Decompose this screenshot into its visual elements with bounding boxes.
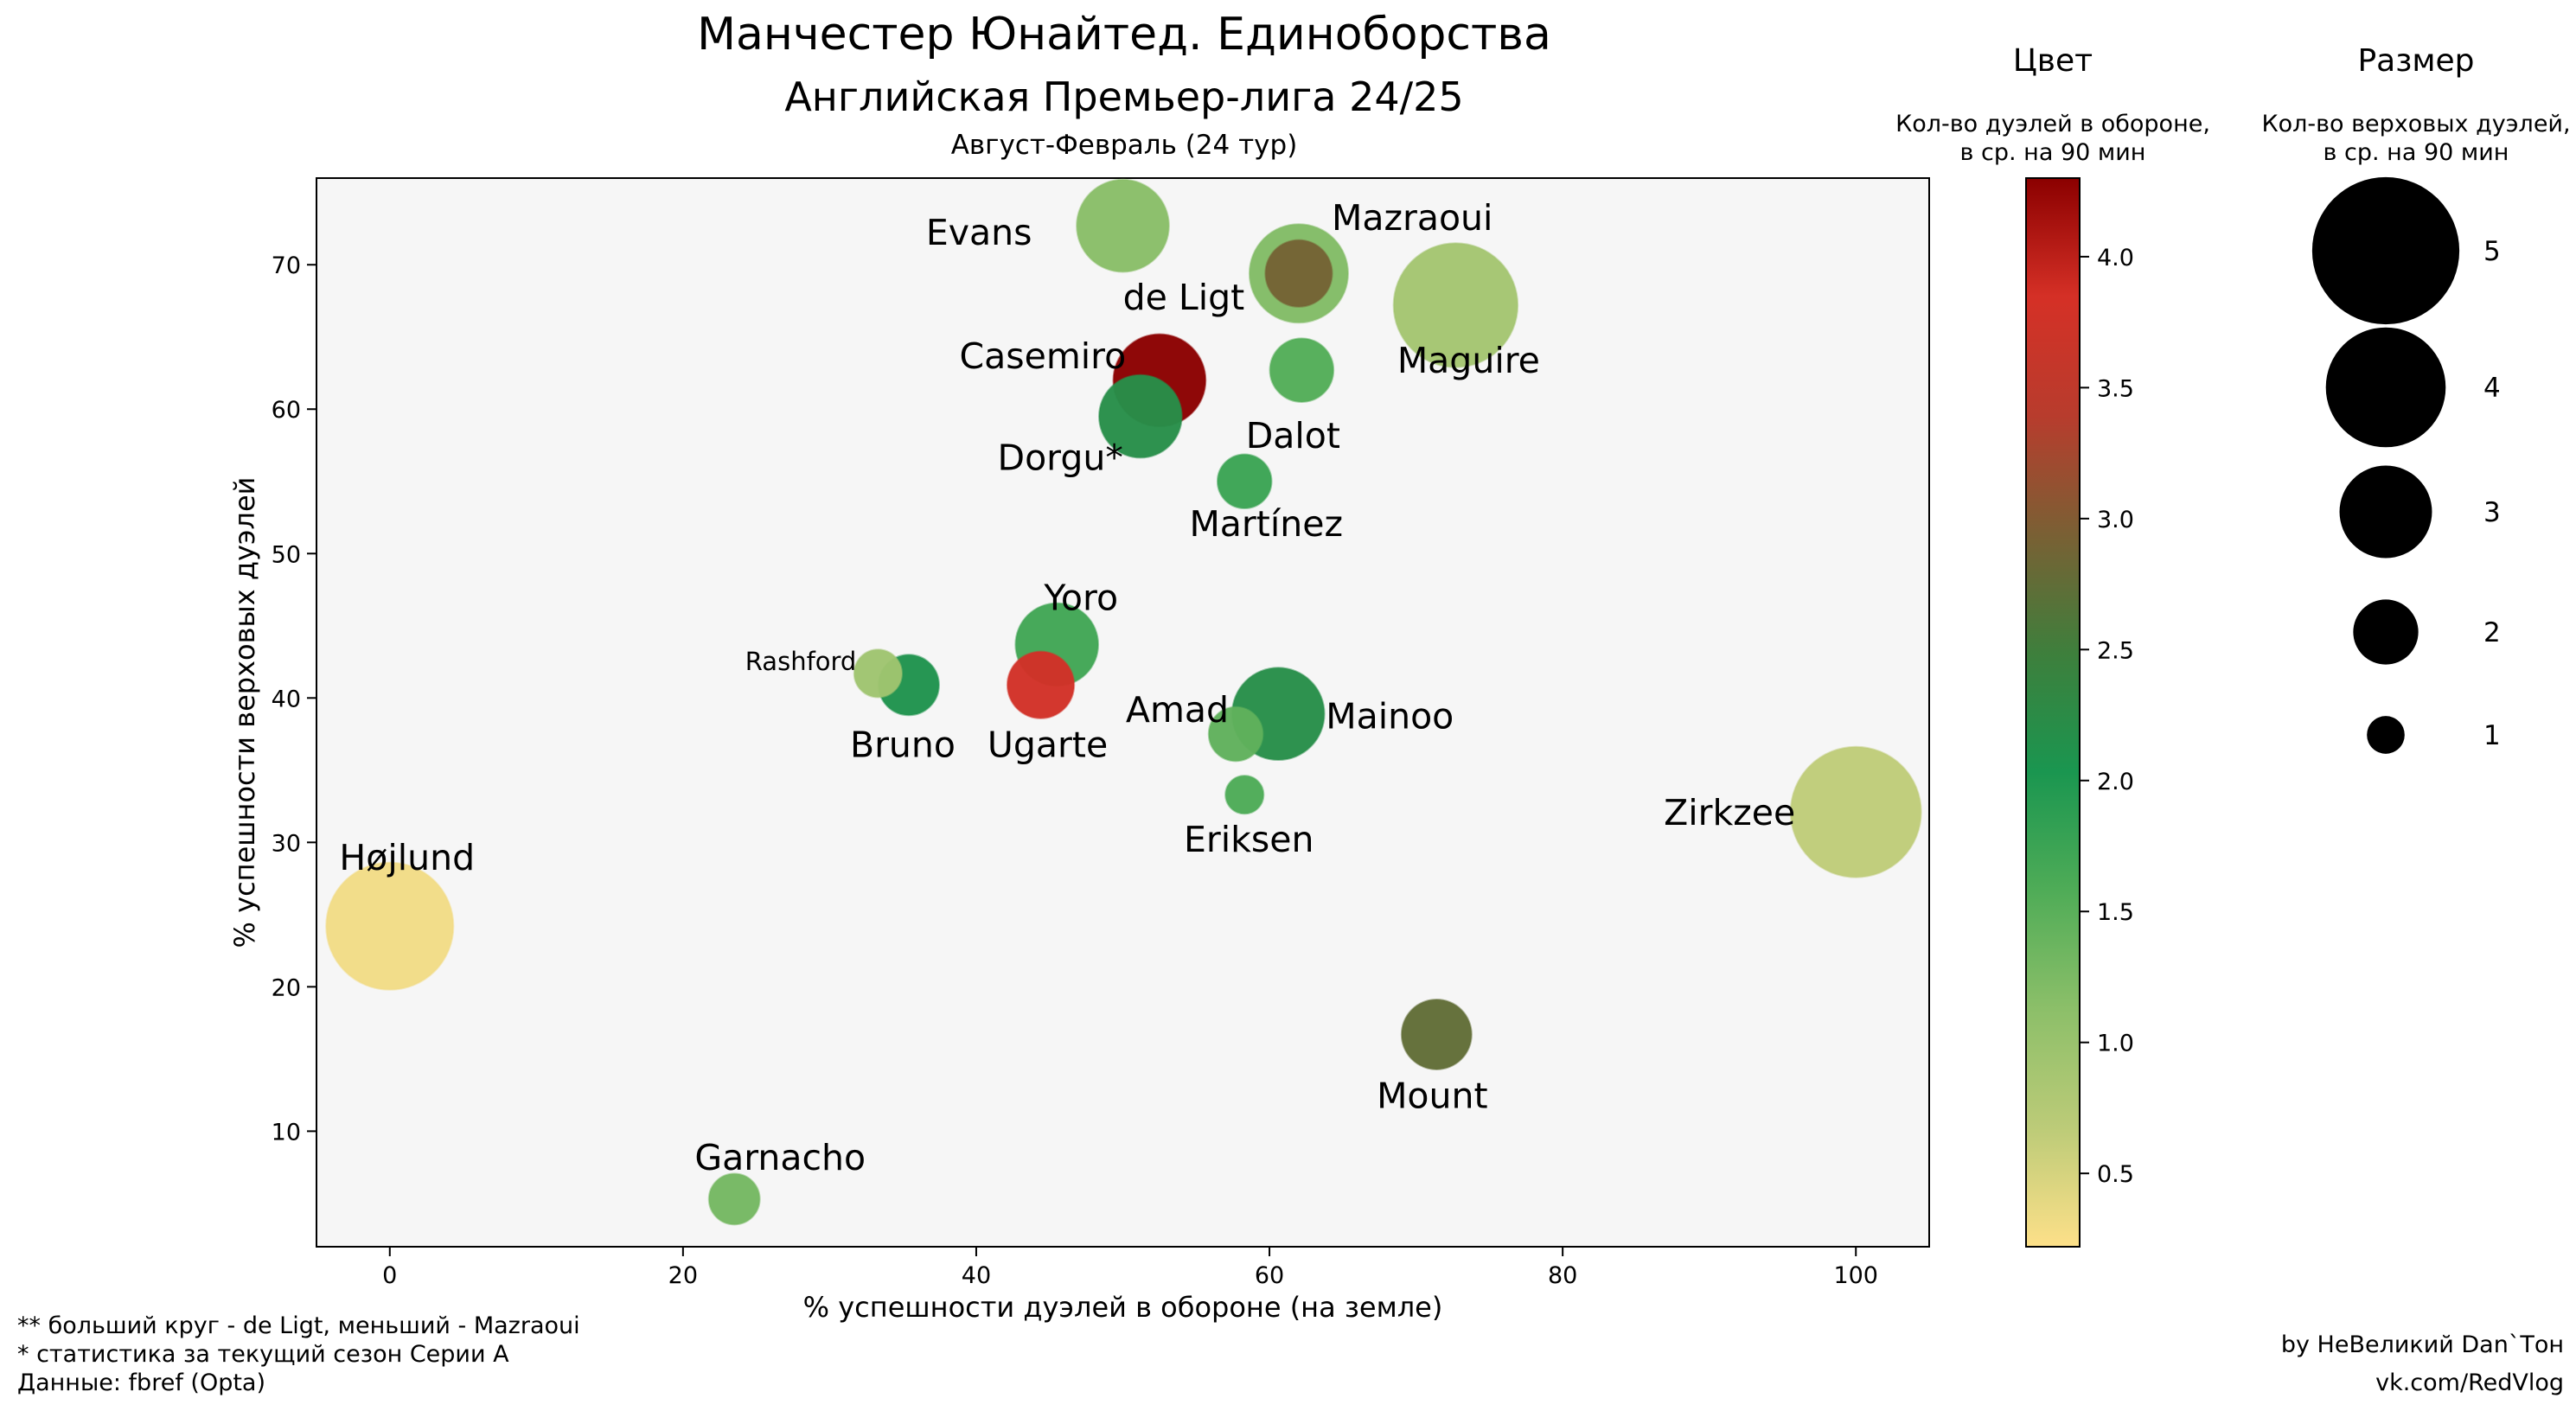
point-label: de Ligt [1123,277,1245,318]
y-axis-label: % успешности верховых дуэлей [228,476,261,948]
colorbar-tick-label: 1.5 [2097,899,2134,926]
point-label: Mazraoui [1332,197,1493,239]
size-legend-label: 4 [2483,373,2501,404]
x-tick-label: 80 [1548,1262,1577,1289]
y-tick-label: 60 [272,397,301,424]
size-legend-label: 5 [2483,236,2501,267]
x-tick-label: 100 [1833,1262,1878,1289]
x-tick-label: 0 [382,1262,397,1289]
point-label: Dalot [1246,415,1340,456]
data-point [1392,242,1519,368]
point-label: Casemiro [960,335,1127,377]
size-legend-circle [2325,327,2446,448]
data-point [853,648,903,699]
chart-title: Манчестер Юнайтед. Единоборства [697,9,1551,61]
y-tick-label: 20 [272,974,301,1001]
colorbar-label-line1: Кол-во дуэлей в обороне, [1895,111,2210,137]
data-point [707,1172,761,1226]
colorbar-tick-label: 1.0 [2097,1031,2134,1057]
y-tick-label: 70 [272,252,301,279]
data-point [1789,745,1922,878]
x-tick-label: 60 [1255,1262,1284,1289]
chart-subtitle: Английская Премьер-лига 24/25 [784,73,1464,120]
size-legend-label: 3 [2483,497,2501,528]
size-legend-circle [2339,465,2432,559]
footer-author: by НеВеликий Dan`Тон [2280,1331,2564,1358]
y-tick-label: 50 [272,541,301,568]
size-legend-circle [2367,716,2405,754]
size-legend-label: 1 [2483,720,2501,751]
point-label: Amad [1126,689,1229,731]
data-points [325,178,1922,1226]
x-axis-ticks: 0 20 40 60 80 100 [382,1247,1878,1289]
y-tick-label: 10 [272,1119,301,1146]
y-axis-ticks: 10 20 30 40 50 60 70 [272,252,316,1146]
x-tick-label: 40 [962,1262,991,1289]
data-point [1224,775,1265,815]
point-label: Martínez [1189,503,1343,545]
data-point [1269,337,1335,403]
point-label: Yoro [1043,577,1118,618]
size-legend-circle [2311,176,2460,325]
size-legend-label-line2: в ср. на 90 мин [2323,139,2509,166]
x-tick-label: 20 [668,1262,698,1289]
data-point [1264,239,1333,308]
colorbar-tick-label: 3.0 [2097,507,2134,533]
data-point [1207,706,1264,763]
y-tick-label: 40 [272,686,301,712]
point-label: Eriksen [1184,819,1314,860]
data-point [325,861,455,991]
point-label: Mainoo [1326,696,1454,737]
data-point [1076,178,1170,273]
point-label: Rashford [745,647,857,676]
data-point [1098,374,1183,459]
footer-link: vk.com/RedVlog [2375,1370,2564,1396]
point-label: Højlund [339,837,475,878]
point-label: Garnacho [694,1137,866,1178]
point-label: Bruno [850,724,956,765]
point-label: Mount [1377,1075,1488,1116]
colorbar-tick-label: 4.0 [2097,245,2134,271]
colorbar-tick-label: 2.5 [2097,637,2134,664]
colorbar-heading: Цвет [2012,43,2093,79]
size-legend-circle [2353,599,2419,665]
colorbar-tick-label: 3.5 [2097,375,2134,402]
data-point [1400,998,1473,1070]
colorbar-label-line2: в ср. на 90 мин [1959,139,2146,166]
point-label: Dorgu* [998,437,1123,479]
size-legend: 5 4 3 2 1 [2311,176,2501,754]
data-point [1006,650,1076,719]
x-axis-label: % успешности дуэлей в обороне (на земле) [802,1291,1443,1324]
point-label: Maguire [1397,340,1540,381]
chart-period: Август-Февраль (24 тур) [950,130,1298,161]
size-legend-label: 2 [2483,617,2501,648]
size-legend-heading: Размер [2357,43,2475,79]
colorbar [2025,177,2081,1248]
data-point [1216,453,1273,510]
footer-note-2: * статистика за текущий сезон Серии А [17,1341,509,1368]
point-label: Evans [926,212,1032,253]
footer-note-1: ** больший круг - de Ligt, меньший - Maz… [17,1312,580,1339]
footer-data-source: Данные: fbref (Opta) [17,1370,265,1396]
point-label: Ugarte [988,724,1108,765]
point-label: Zirkzee [1664,792,1795,833]
y-tick-label: 30 [272,830,301,857]
size-legend-label-line1: Кол-во верховых дуэлей, [2261,111,2571,137]
colorbar-ticks: 0.5 1.0 1.5 2.0 2.5 3.0 3.5 4.0 [2080,245,2134,1188]
colorbar-tick-label: 0.5 [2097,1161,2134,1188]
point-labels: Evans Maguire de Ligt Mazraoui Casemiro Dalot… [339,197,1795,1178]
colorbar-tick-label: 2.0 [2097,769,2134,795]
